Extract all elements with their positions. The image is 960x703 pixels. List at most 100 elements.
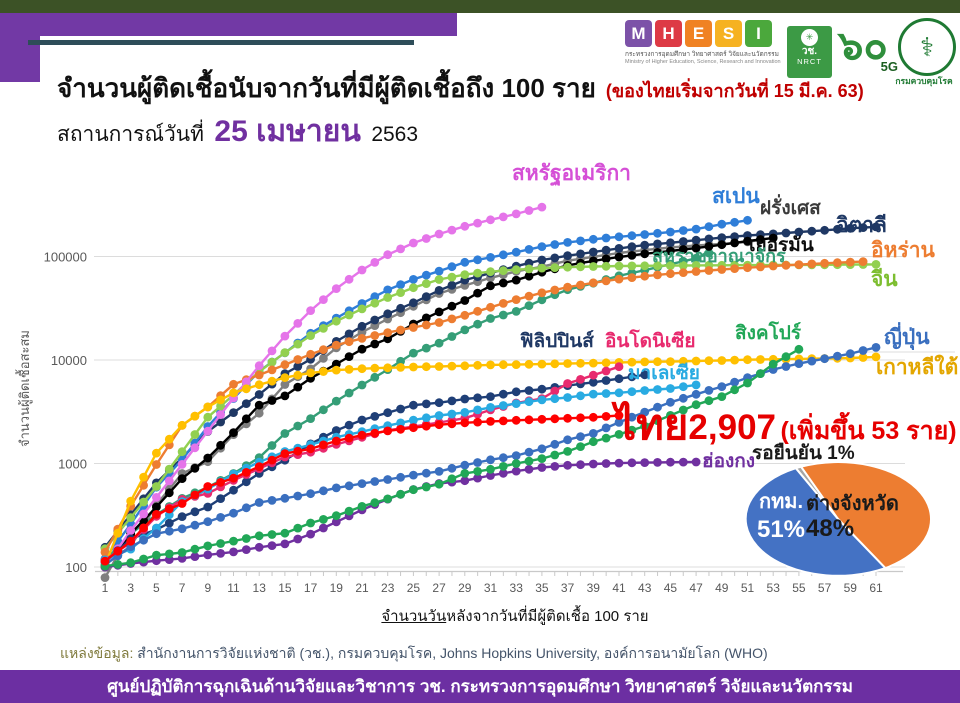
thailand-name: ไทย	[615, 401, 689, 448]
x-tick-51: 51	[741, 581, 755, 595]
mhesi-thai-text: กระทรวงการอุดมศึกษา วิทยาศาสตร์ วิจัยและ…	[625, 51, 779, 58]
pie-slice-provinces	[799, 461, 933, 570]
pie-bangkok-label: กทม.	[758, 491, 804, 513]
x-tick-57: 57	[818, 581, 832, 595]
x-tick-43: 43	[638, 581, 652, 595]
x-tick-59: 59	[844, 581, 858, 595]
thailand-annotation: ไทย2,907 (เพิ่มขึ้น 53 ราย)	[615, 392, 957, 458]
country-label-philippines: ฟิลิปปินส์	[520, 331, 594, 352]
mhesi-tile-M: M	[625, 20, 652, 47]
x-tick-37: 37	[561, 581, 575, 595]
x-tick-41: 41	[612, 581, 626, 595]
x-tick-29: 29	[458, 581, 472, 595]
x-tick-27: 27	[432, 581, 446, 595]
country-label-spain: สเปน	[712, 185, 760, 208]
x-tick-13: 13	[253, 581, 267, 595]
country-label-germany: เยอรมัน	[749, 235, 814, 256]
series-usa	[100, 202, 547, 572]
country-label-italy: อิตาลี	[836, 214, 887, 237]
country-label-france: ฝรั่งเศส	[760, 198, 821, 219]
x-tick-61: 61	[869, 581, 883, 595]
thailand-delta: (เพิ่มขึ้น 53 ราย)	[780, 417, 957, 445]
data-source-line: แหล่งข้อมูล: สำนักงานการวิจัยแห่งชาติ (ว…	[60, 643, 768, 665]
mhesi-tile-E: E	[685, 20, 712, 47]
x-tick-49: 49	[715, 581, 729, 595]
x-tick-25: 25	[407, 581, 421, 595]
pie-provinces-pct: 48%	[806, 515, 855, 542]
x-tick-15: 15	[278, 581, 292, 595]
x-tick-53: 53	[767, 581, 781, 595]
pie-pending-label: รอยืนยัน 1%	[752, 443, 855, 464]
x-tick-5: 5	[153, 581, 160, 595]
x-tick-9: 9	[204, 581, 211, 595]
x-tick-17: 17	[304, 581, 318, 595]
x-tick-1: 1	[102, 581, 109, 595]
country-label-iran: อิหร่าน	[871, 239, 935, 262]
pie-bangkok-pct: 51%	[756, 516, 806, 543]
nrct-60th-5g-logo: ๖๐ 5G	[838, 22, 898, 78]
country-label-hongkong: ฮ่องกง	[702, 451, 756, 472]
top-green-bar	[0, 0, 960, 13]
header-purple-bar	[0, 13, 457, 36]
x-tick-7: 7	[179, 581, 186, 595]
source-body: สำนักงานการวิจัยแห่งชาติ (วช.), กรมควบคุ…	[133, 645, 768, 661]
country-label-china: จีน	[871, 268, 898, 291]
country-label-japan: ญี่ปุ่น	[884, 326, 930, 349]
series-singapore	[100, 344, 804, 571]
mhesi-tile-I: I	[745, 20, 772, 47]
footer-text: ศูนย์ปฏิบัติการฉุกเฉินด้านวิจัยและวิชากา…	[107, 677, 853, 696]
series-iran	[100, 257, 868, 557]
nrct-english: NRCT	[797, 57, 822, 66]
country-label-uk: สหราชอาณาจักร	[652, 246, 786, 266]
x-tick-47: 47	[689, 581, 703, 595]
x-axis-title-rest: หลังจากวันที่มีผู้ติดเชื้อ 100 ราย	[446, 608, 649, 625]
series-thailand	[100, 411, 624, 566]
country-label-indonesia: อินโดนิเซีย	[605, 331, 696, 352]
x-tick-33: 33	[510, 581, 524, 595]
x-tick-3: 3	[127, 581, 134, 595]
nrct-emblem-icon: ✳	[801, 29, 818, 46]
footer-bar: ศูนย์ปฏิบัติการฉุกเฉินด้านวิจัยและวิชากา…	[0, 670, 960, 703]
mhesi-english-text: Ministry of Higher Education, Science, R…	[625, 59, 781, 65]
header-purple-block	[0, 13, 40, 82]
nrct-logo: ✳ วช. NRCT	[787, 26, 832, 78]
sixty-thai-numeral: ๖๐	[838, 24, 888, 68]
mhesi-tile-H: H	[655, 20, 682, 47]
x-tick-23: 23	[381, 581, 395, 595]
pie-chart	[744, 461, 933, 577]
caduceus-icon: ⚕	[919, 31, 935, 62]
x-axis-title: จำนวนวันหลังจากวันที่มีผู้ติดเชื้อ 100 ร…	[330, 604, 700, 628]
status-year: 2563	[371, 123, 419, 146]
y-tick-100000: 100000	[44, 250, 87, 265]
x-tick-55: 55	[792, 581, 806, 595]
status-prefix: สถานการณ์วันที่	[57, 123, 204, 146]
title-note-red: (ของไทยเริ่มจากวันที่ 15 มี.ค. 63)	[605, 81, 864, 101]
series-skorea	[100, 352, 881, 570]
series-japan	[100, 343, 881, 570]
pie-provinces-label: ต่างจังหวัด	[806, 493, 899, 515]
mhesi-tile-S: S	[715, 20, 742, 47]
y-tick-10000: 10000	[51, 353, 87, 368]
header-teal-rule	[28, 40, 414, 45]
x-tick-19: 19	[330, 581, 344, 595]
x-tick-21: 21	[355, 581, 369, 595]
nrct-thai: วช.	[801, 46, 818, 57]
moph-seal-icon: ⚕	[898, 18, 956, 76]
x-tick-39: 39	[587, 581, 601, 595]
x-tick-11: 11	[227, 581, 240, 595]
country-label-singapore: สิงคโปร์	[735, 323, 802, 344]
country-label-malaysia: มาเลเซีย	[628, 363, 700, 384]
five-g-text: 5G	[880, 59, 898, 74]
y-tick-100: 100	[65, 560, 87, 575]
country-label-skorea: เกาหลีใต้	[876, 356, 959, 379]
y-tick-1000: 1000	[58, 457, 87, 472]
thailand-value: 2,907	[688, 408, 777, 447]
y-axis-title: จำนวนผู้ติดเชื้อสะสม	[17, 330, 32, 447]
x-axis: 1 3 5 7 9 11 13 15 17 19 21 23 25 27 29 31 33 35 37 39 41 43 4…	[95, 570, 903, 595]
source-prefix: แหล่งข้อมูล:	[60, 645, 134, 661]
pie-slice-bangkok	[744, 467, 888, 577]
country-label-usa: สหรัฐอเมริกา	[512, 162, 631, 185]
